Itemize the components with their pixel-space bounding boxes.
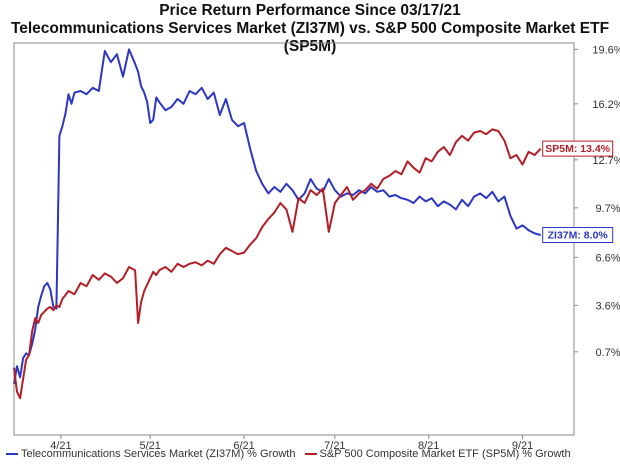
chart-title: Price Return Performance Since 03/17/21 bbox=[159, 2, 461, 19]
plot-area-border bbox=[13, 42, 575, 436]
y-tick-label: 0.7% bbox=[595, 347, 620, 359]
end-label-box bbox=[542, 227, 614, 243]
y-tick-label: 19.6% bbox=[592, 44, 620, 56]
y-tick-label: 6.6% bbox=[595, 252, 620, 264]
x-tick-label: 8/21 bbox=[418, 440, 439, 452]
end-label-zi37m: ZI37M: 8.0% bbox=[542, 227, 614, 243]
end-label-box bbox=[542, 140, 614, 157]
legend-swatch-sp5m bbox=[304, 453, 317, 456]
x-tick-label: 4/21 bbox=[50, 440, 71, 452]
legend-label-zi37m: Telecommunications Services Market (ZI37… bbox=[21, 448, 296, 461]
end-label-text: ZI37M: 8.0% bbox=[548, 230, 609, 242]
end-labels: ZI37M: 8.0% SP5M: 13.4% bbox=[542, 140, 614, 243]
x-tick-label: 7/21 bbox=[324, 440, 345, 452]
y-tick-label: 3.6% bbox=[595, 300, 620, 312]
series-lines bbox=[13, 48, 542, 400]
series-line-sp5m bbox=[13, 128, 542, 400]
y-axis: 0.7% 3.6% 6.6% 9.7% 12.7% 16.2% 19.6% bbox=[574, 44, 620, 359]
x-tick-label: 6/21 bbox=[233, 440, 254, 452]
end-label-text: SP5M: 13.4% bbox=[545, 143, 610, 155]
end-label-sp5m: SP5M: 13.4% bbox=[542, 140, 614, 157]
y-tick-label: 12.7% bbox=[592, 155, 620, 167]
y-tick-label: 16.2% bbox=[592, 99, 620, 111]
y-tick-label: 9.7% bbox=[595, 203, 620, 215]
legend: Telecommunications Services Market (ZI37… bbox=[4, 448, 571, 460]
chart-subtitle: Telecommunications Services Market (ZI37… bbox=[10, 20, 610, 55]
legend-label-sp5m: S&P 500 Composite Market ETF (SP5M) % Gr… bbox=[319, 448, 571, 461]
series-line-zi37m bbox=[13, 48, 541, 384]
x-tick-label: 5/21 bbox=[140, 440, 161, 452]
legend-swatch-zi37m bbox=[6, 453, 18, 456]
x-axis: 4/21 5/21 6/21 7/21 8/21 9/21 bbox=[50, 435, 533, 452]
x-tick-label: 9/21 bbox=[512, 440, 533, 452]
